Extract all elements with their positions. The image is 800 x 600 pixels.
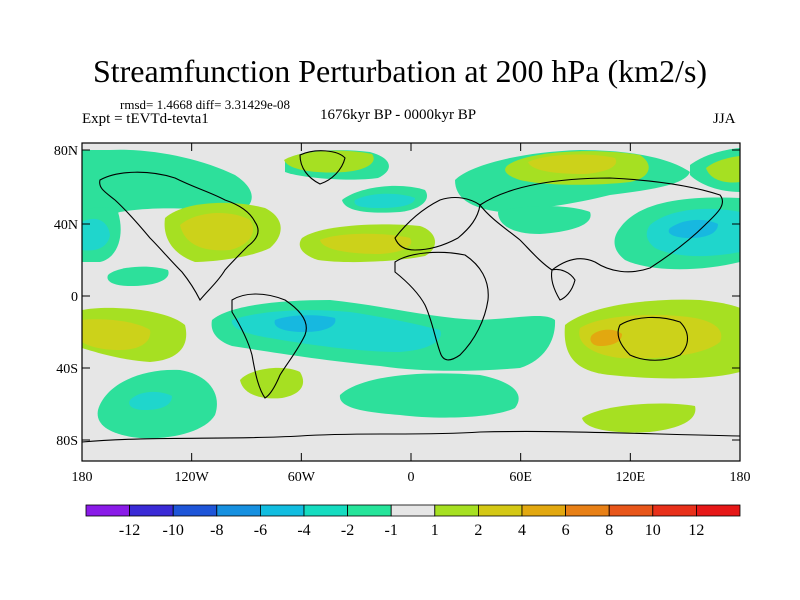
coast-africa bbox=[394, 251, 489, 361]
coast-europe bbox=[394, 196, 481, 251]
colorbar-swatch bbox=[477, 504, 523, 517]
contour-cyan-west-pacific bbox=[82, 218, 110, 251]
colorbar-label: 2 bbox=[474, 522, 482, 539]
lon-tick-label: 0 bbox=[408, 470, 415, 485]
colorbar-swatch bbox=[172, 504, 218, 517]
colorbar-label: 12 bbox=[688, 522, 704, 539]
colorbar-label: -12 bbox=[119, 522, 140, 539]
coast-india bbox=[550, 268, 576, 301]
lon-tick-label: 120E bbox=[616, 470, 646, 485]
colorbar-swatch bbox=[259, 504, 305, 517]
colorbar-label: -8 bbox=[210, 522, 223, 539]
coast-asia bbox=[479, 177, 723, 273]
colorbar-swatch bbox=[608, 504, 654, 517]
colorbar-label: -2 bbox=[341, 522, 354, 539]
chart-title: Streamfunction Perturbation at 200 hPa (… bbox=[92, 53, 708, 89]
axis-ticks: 80N 40N 0 40S 80S 180 120W 60W 0 60E 120E 180 bbox=[54, 143, 751, 485]
lon-tick-label: 180 bbox=[72, 470, 93, 485]
colorbar-swatch bbox=[521, 504, 566, 517]
season-label: JJA bbox=[713, 111, 736, 127]
coast-north-america bbox=[99, 171, 259, 302]
lat-tick-label: 40N bbox=[54, 218, 78, 233]
lat-tick-label: 0 bbox=[71, 290, 78, 305]
colorbar-swatch bbox=[652, 504, 697, 517]
contour-green-south-atlantic bbox=[339, 373, 519, 418]
colorbar-swatch bbox=[303, 504, 348, 517]
contour-green-mid-pacific bbox=[107, 266, 169, 286]
contour-olive-west-pacific-south bbox=[82, 319, 151, 350]
colorbar: -12 -10 -8 -6 -4 -2 -1 1 2 4 6 8 10 12 bbox=[85, 504, 741, 539]
coastlines bbox=[82, 150, 740, 443]
colorbar-label: 8 bbox=[605, 522, 613, 539]
contour-olive-north-atlantic bbox=[320, 233, 412, 254]
colorbar-swatch bbox=[434, 504, 479, 517]
colorbar-label: -10 bbox=[163, 522, 184, 539]
colorbar-swatch bbox=[216, 504, 261, 517]
colorbar-label: 10 bbox=[645, 522, 661, 539]
contour-lime-pacific-north bbox=[706, 156, 740, 183]
colorbar-swatch bbox=[129, 504, 174, 517]
lon-tick-label: 60W bbox=[288, 470, 316, 485]
lon-tick-label: 60E bbox=[509, 470, 532, 485]
contour-lime-greenland bbox=[284, 150, 374, 173]
experiment-label: Expt = tEVTd-tevta1 bbox=[82, 111, 209, 127]
colorbar-swatch bbox=[696, 504, 741, 517]
colorbar-label: -1 bbox=[385, 522, 398, 539]
contour-green-mediterranean bbox=[498, 206, 591, 234]
contour-cyan-south-pacific bbox=[129, 391, 172, 410]
colorbar-label: -4 bbox=[297, 522, 310, 539]
colorbar-label: 6 bbox=[562, 522, 570, 539]
contour-lime-south-indian bbox=[582, 403, 696, 433]
lat-tick-label: 40S bbox=[56, 362, 78, 377]
lat-tick-label: 80S bbox=[56, 434, 78, 449]
coast-australia bbox=[617, 316, 689, 361]
rmsd-stats: rmsd= 1.4668 diff= 3.31429e-08 bbox=[120, 97, 291, 112]
colorbar-label: 4 bbox=[518, 522, 526, 539]
contour-olive-north-america bbox=[180, 213, 254, 251]
colorbar-label: -6 bbox=[254, 522, 267, 539]
contour-olive-siberia bbox=[528, 154, 617, 174]
period-label: 1676kyr BP - 0000kyr BP bbox=[320, 107, 477, 123]
coast-greenland bbox=[299, 150, 346, 185]
coast-south-america bbox=[231, 293, 307, 399]
contour-orange-australia bbox=[590, 329, 622, 346]
lat-tick-label: 80N bbox=[54, 144, 78, 159]
colorbar-swatch bbox=[347, 504, 392, 517]
lon-tick-label: 120W bbox=[175, 470, 210, 485]
lon-tick-label: 180 bbox=[730, 470, 751, 485]
contour-cyan-atlantic-north bbox=[354, 193, 415, 208]
colorbar-swatch bbox=[390, 504, 436, 517]
contour-blue-tropical bbox=[274, 315, 336, 332]
colorbar-swatch bbox=[85, 504, 130, 517]
colorbar-swatch bbox=[565, 504, 610, 517]
colorbar-label: 1 bbox=[431, 522, 439, 539]
coast-antarctica bbox=[82, 430, 740, 443]
